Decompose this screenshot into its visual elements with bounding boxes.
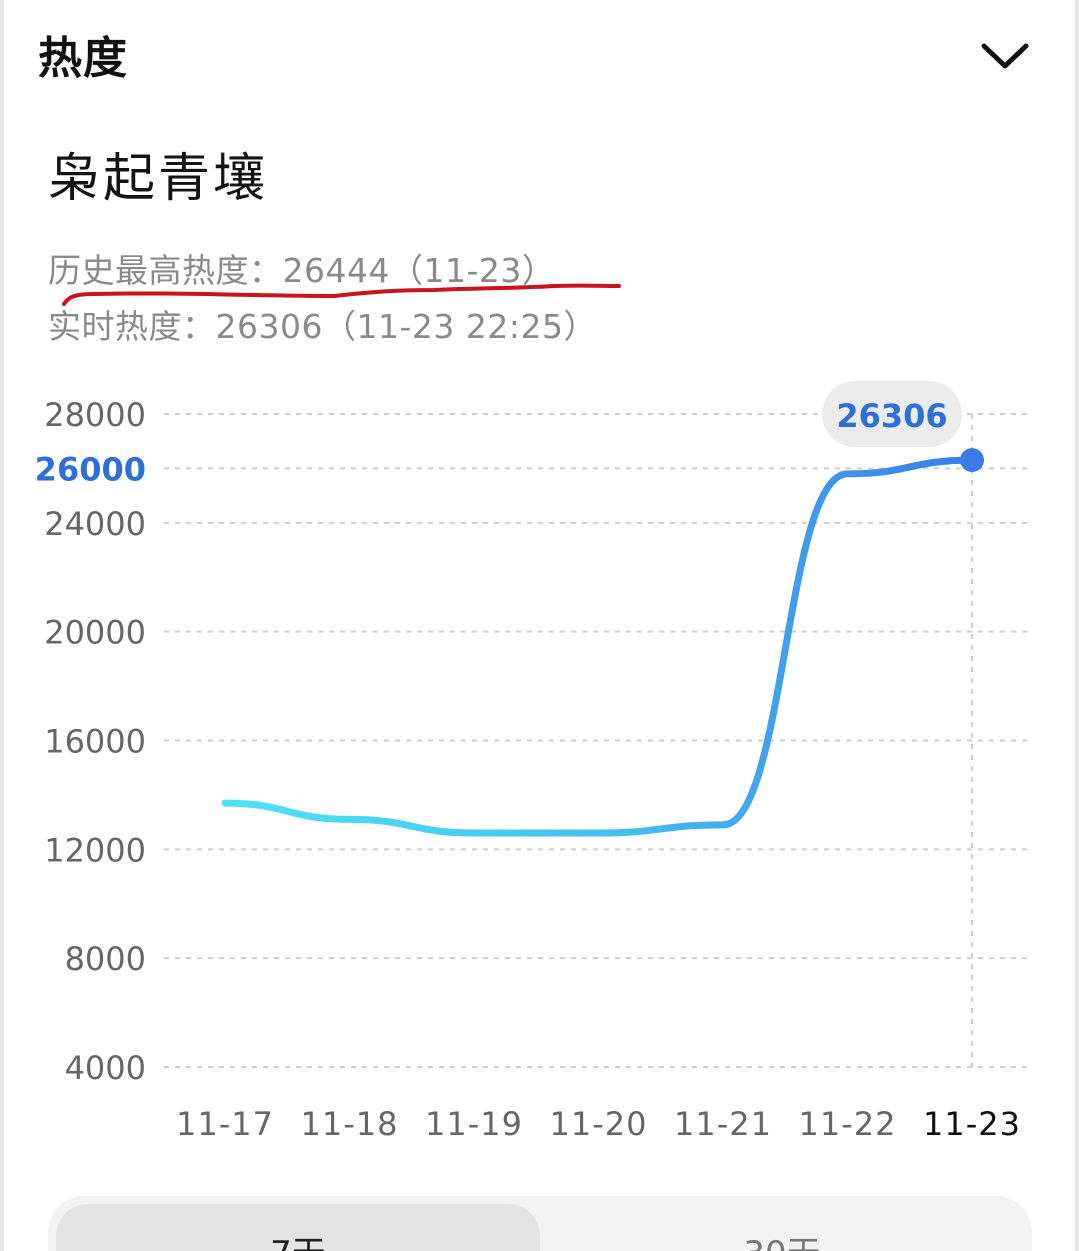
y-tick-label: 20000 [44,614,146,652]
x-tick-label: 11-22 [799,1105,897,1143]
tooltip-value: 26306 [836,397,947,435]
x-tick-label: 11-17 [176,1105,274,1143]
tab-7-days[interactable]: 7天 [56,1204,540,1251]
y-tick-label: 8000 [65,940,146,978]
x-tick-label: 11-20 [550,1105,648,1143]
range-selector: 7天 30天 [48,1196,1032,1251]
tab-30-days[interactable]: 30天 [540,1204,1024,1251]
tooltip-bubble [822,381,962,447]
y-tick-label: 28000 [44,396,146,434]
x-tick-label: 11-18 [301,1105,399,1143]
x-tick-label: 11-19 [425,1105,523,1143]
y-tick-label: 16000 [44,723,146,761]
heat-line-chart: 4000 8000 12000 16000 20000 24000 26000 28000 1… [35,381,1030,1143]
topic-title: 枭起青壤 [48,149,269,209]
heat-card: 热度 枭起青壤 历史最高热度：26444（11-23） 实时热度：26306（1… [4,0,1075,1251]
y-tick-label: 12000 [44,831,146,869]
latest-point-marker[interactable] [960,448,984,473]
y-tick-label: 4000 [65,1049,146,1087]
x-tick-label: 11-21 [674,1105,772,1143]
heat-series-line [221,456,976,837]
x-tick-label: 11-23 [923,1105,1021,1143]
y-tick-label: 24000 [44,505,146,543]
red-underline-annotation [62,283,621,306]
chevron-down-icon[interactable] [978,36,1032,76]
peak-heat-text: 历史最高热度：26444（11-23） [48,251,556,290]
live-heat-text: 实时热度：26306（11-23 22:25） [48,307,597,346]
section-title: 热度 [38,33,128,84]
y-tick-label: 26000 [35,450,146,488]
